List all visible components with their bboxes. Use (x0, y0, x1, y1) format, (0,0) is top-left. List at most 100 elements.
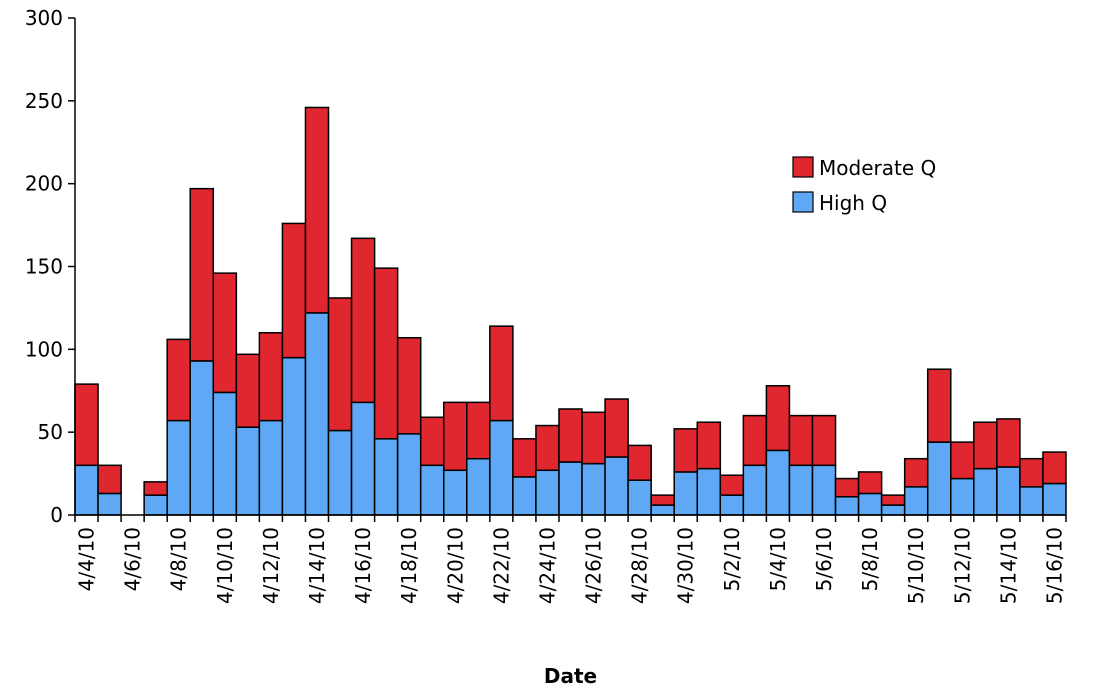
bar-moderate-q-8 (258, 332, 284, 422)
bar-moderate-q-11 (327, 297, 353, 432)
bar-moderate-q-42 (1042, 451, 1067, 485)
bar-high-q-19 (512, 476, 537, 516)
bar-high-q-23 (604, 456, 629, 516)
bar-moderate-q-14 (396, 336, 422, 435)
bar-moderate-q-37 (926, 368, 952, 443)
bar-high-q-0 (74, 464, 99, 516)
bar-moderate-q-34 (857, 471, 883, 495)
bar-high-q-37 (926, 441, 952, 516)
bar-moderate-q-12 (350, 237, 376, 404)
bar-high-q-3 (143, 494, 168, 516)
bar-moderate-q-16 (442, 401, 468, 472)
y-tick-label-3: 150 (25, 255, 63, 279)
x-tick-label-2: 4/6/10 (121, 527, 145, 591)
bar-moderate-q-41 (1019, 457, 1044, 488)
bar-high-q-28 (719, 494, 745, 516)
bar-high-q-1 (97, 492, 122, 516)
bar-high-q-32 (811, 464, 837, 516)
bar-high-q-29 (742, 464, 768, 516)
bar-moderate-q-10 (304, 106, 330, 314)
x-tick-label-6: 4/10/10 (213, 527, 237, 604)
bar-moderate-q-40 (996, 418, 1021, 468)
legend-swatch-1 (792, 191, 814, 213)
bar-high-q-34 (857, 492, 883, 516)
bar-moderate-q-9 (281, 222, 307, 359)
y-tick-labels: 0 50 100 150 200 250 300 (25, 6, 63, 527)
bar-moderate-q-4 (166, 338, 191, 422)
x-tick-label-20: 4/24/10 (535, 527, 559, 604)
bar-moderate-q-13 (373, 267, 399, 440)
bar-high-q-22 (581, 462, 606, 516)
bar-high-q-16 (442, 469, 468, 516)
x-tick-label-0: 4/4/10 (75, 527, 99, 591)
bar-high-q-18 (489, 419, 514, 516)
bar-moderate-q-24 (627, 444, 652, 481)
y-tick-label-5: 250 (25, 89, 63, 113)
legend-label-0: Moderate Q (819, 156, 936, 180)
legend: Moderate Q High Q (792, 156, 936, 215)
x-tick-label-22: 4/26/10 (582, 527, 606, 604)
bar-high-q-8 (258, 419, 284, 516)
bar-high-q-33 (834, 496, 860, 516)
bar-high-q-12 (350, 401, 376, 516)
x-tick-label-32: 5/6/10 (812, 527, 836, 591)
bar-high-q-26 (673, 471, 699, 516)
bar-moderate-q-19 (512, 438, 537, 478)
bar-high-q-4 (166, 419, 191, 516)
bar-moderate-q-6 (212, 272, 238, 394)
x-tick-label-30: 5/4/10 (766, 527, 790, 591)
bar-moderate-q-23 (604, 398, 629, 458)
bar-moderate-q-17 (466, 401, 491, 460)
x-axis-title: Date (544, 664, 597, 688)
bar-high-q-36 (903, 486, 929, 516)
bar-moderate-q-15 (419, 416, 445, 467)
bar-high-q-20 (535, 469, 560, 516)
bar-moderate-q-35 (880, 494, 906, 506)
bar-moderate-q-25 (650, 494, 675, 506)
bar-moderate-q-1 (97, 464, 122, 495)
bar-moderate-q-39 (973, 421, 998, 470)
bar-moderate-q-28 (719, 474, 745, 496)
bar-moderate-q-22 (581, 411, 606, 465)
bar-high-q-15 (419, 464, 445, 516)
bar-high-q-7 (235, 426, 261, 516)
bar-moderate-q-5 (189, 187, 215, 362)
bar-high-q-31 (788, 464, 814, 516)
bar-moderate-q-7 (235, 353, 261, 428)
y-tick-label-4: 200 (25, 172, 63, 196)
bar-high-q-35 (880, 504, 906, 516)
bar-moderate-q-32 (811, 414, 837, 467)
x-tick-label-36: 5/10/10 (904, 527, 928, 604)
bar-moderate-q-30 (765, 385, 791, 452)
bar-high-q-21 (558, 461, 583, 516)
bar-high-q-30 (765, 449, 791, 516)
bar-moderate-q-36 (903, 457, 929, 488)
bar-high-q-10 (304, 312, 330, 516)
x-tick-label-18: 4/22/10 (489, 527, 513, 604)
bars-layer (74, 106, 1067, 516)
bar-high-q-25 (650, 504, 675, 516)
x-tick-label-14: 4/18/10 (397, 527, 421, 604)
x-tick-label-10: 4/14/10 (305, 527, 329, 604)
x-tick-label-12: 4/16/10 (351, 527, 375, 604)
bar-high-q-13 (373, 438, 399, 516)
x-tick-labels: 4/4/10 4/6/10 4/8/10 4/10/10 4/12/10 4/14/10 4… (75, 527, 1067, 604)
bar-moderate-q-38 (950, 441, 975, 480)
bar-high-q-41 (1019, 486, 1044, 516)
x-tick-label-28: 5/2/10 (720, 527, 744, 591)
y-tick-label-1: 50 (38, 420, 63, 444)
x-tick-label-26: 4/30/10 (674, 527, 698, 604)
bar-high-q-17 (466, 457, 491, 516)
x-tick-label-4: 4/8/10 (167, 527, 191, 591)
x-tick-label-8: 4/12/10 (259, 527, 283, 604)
bar-moderate-q-21 (558, 408, 583, 463)
x-tick-label-34: 5/8/10 (858, 527, 882, 591)
bar-moderate-q-26 (673, 428, 699, 473)
x-tick-label-16: 4/20/10 (443, 527, 467, 604)
x-tick-label-40: 5/14/10 (996, 527, 1020, 604)
x-tick-label-24: 4/28/10 (628, 527, 652, 604)
bar-high-q-27 (696, 467, 722, 516)
bar-high-q-14 (396, 433, 422, 516)
bar-moderate-q-33 (834, 477, 860, 498)
